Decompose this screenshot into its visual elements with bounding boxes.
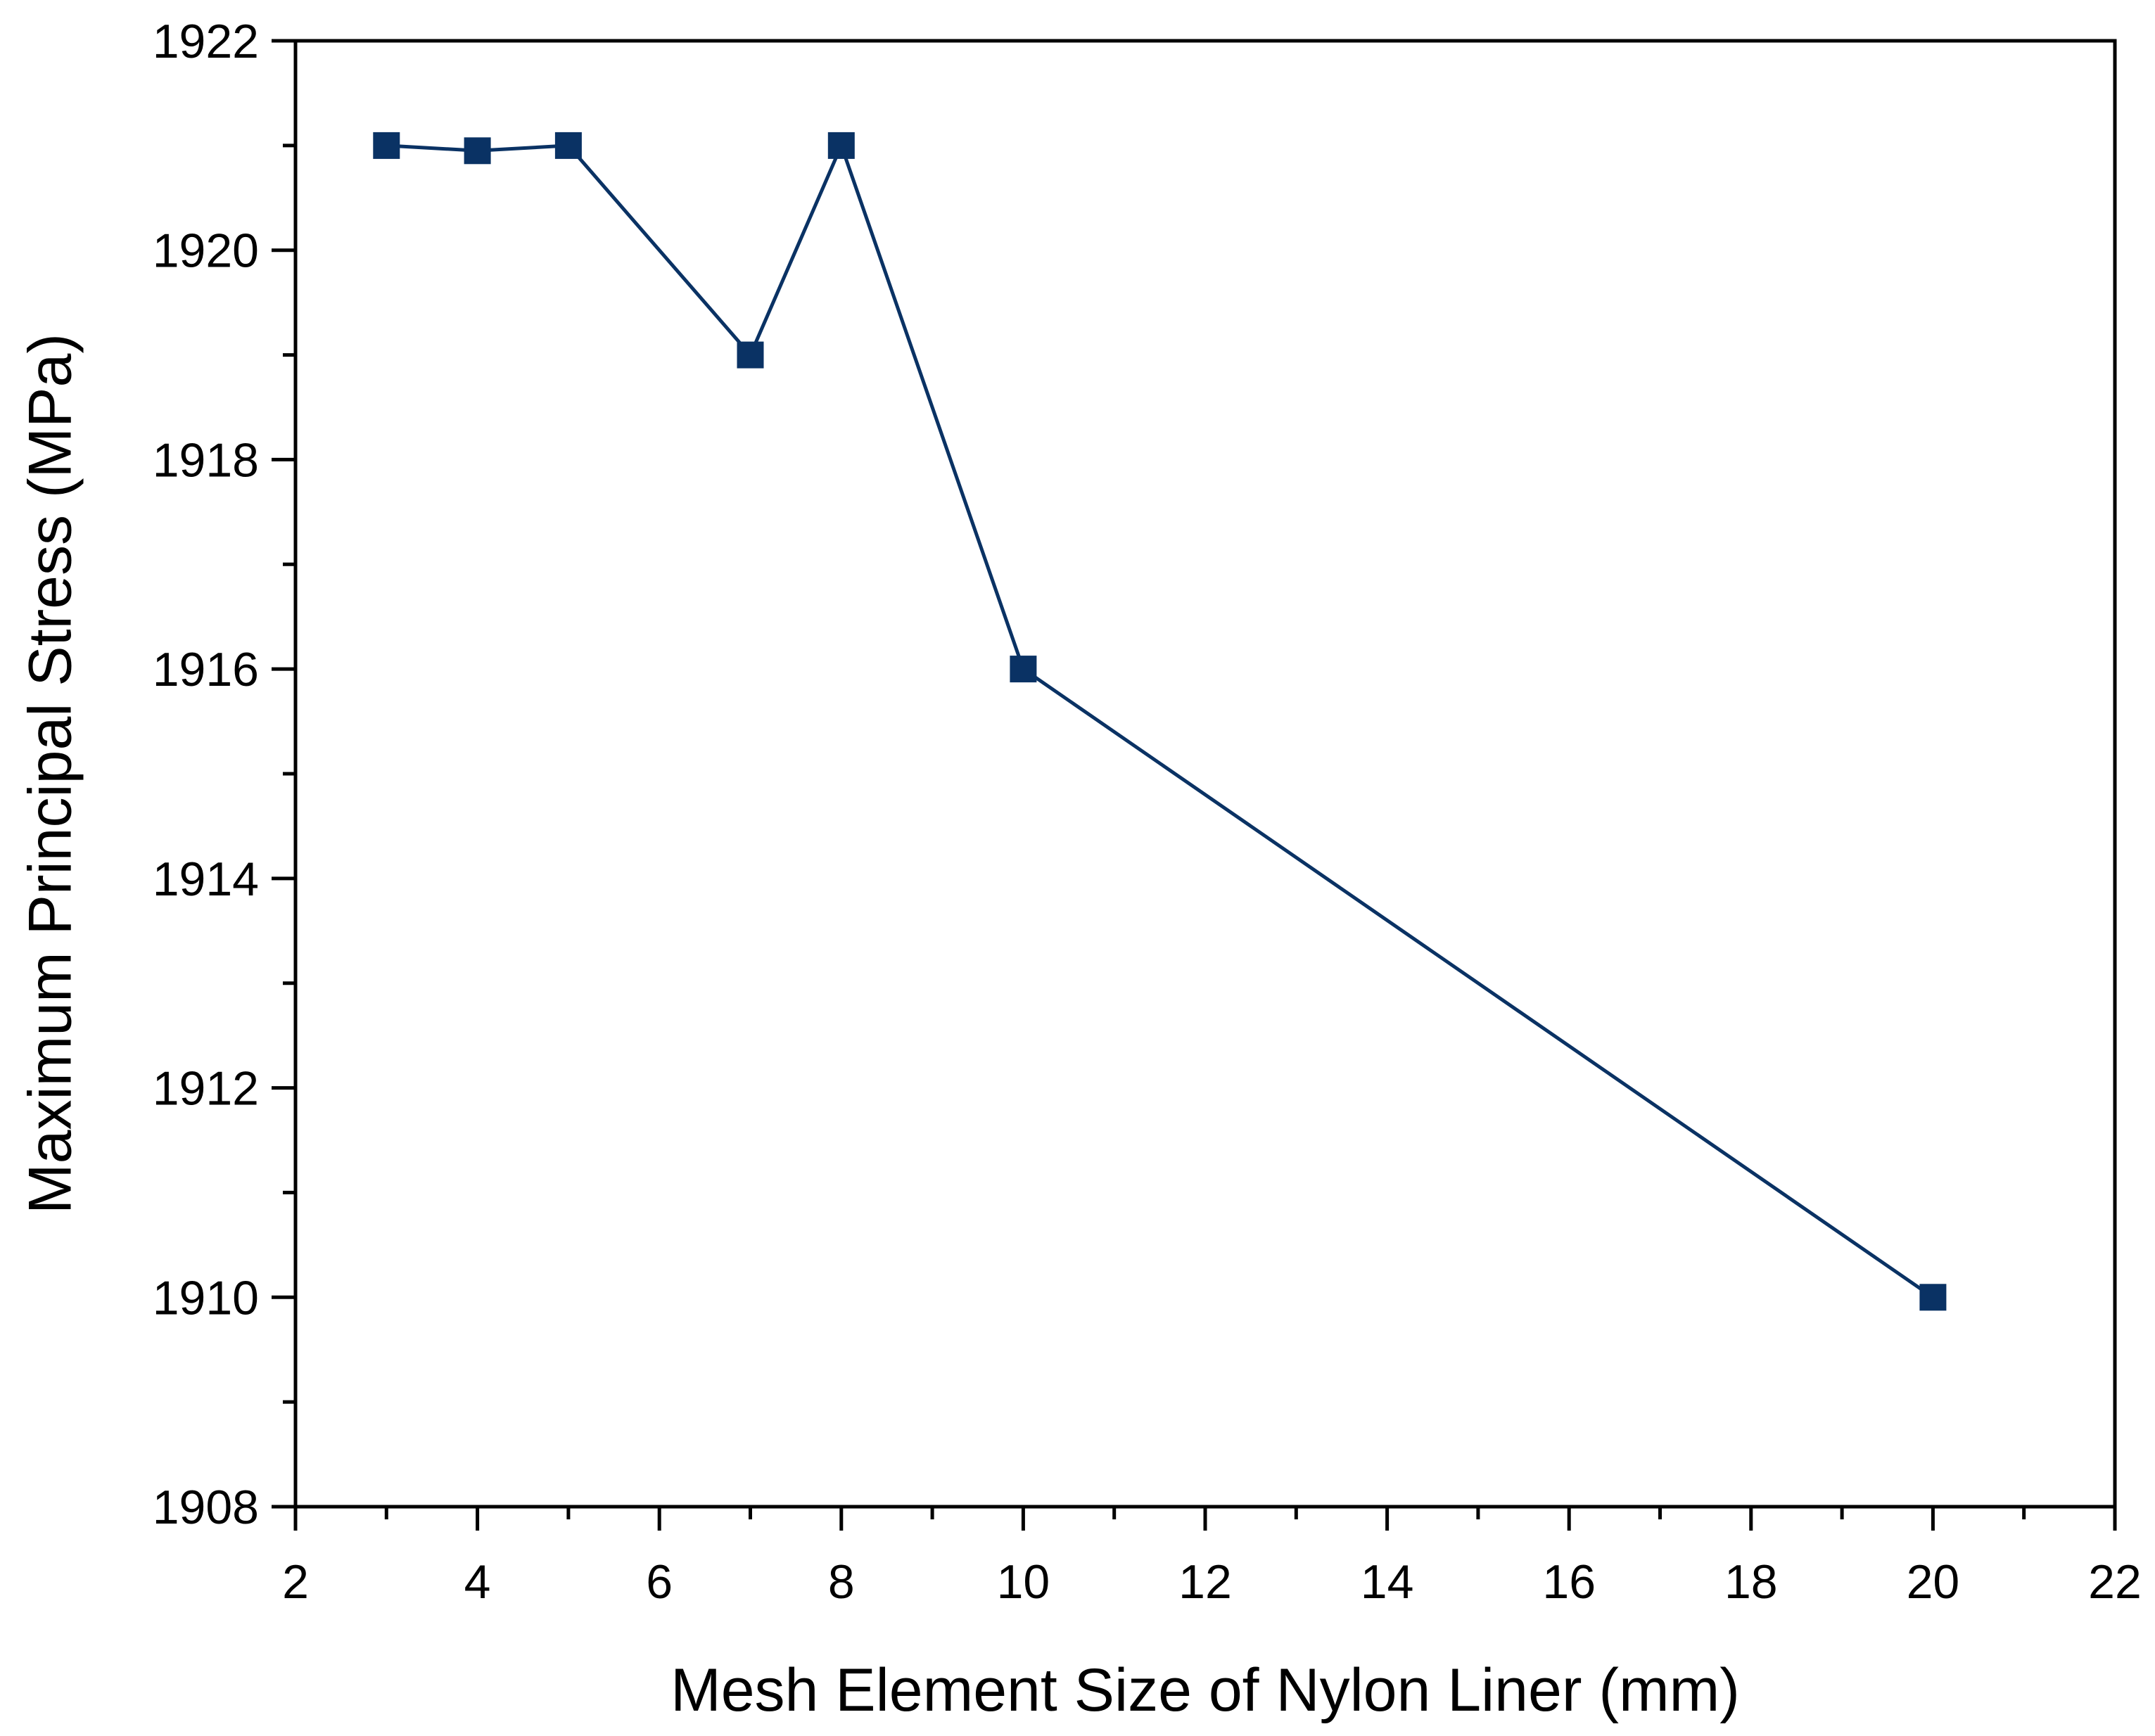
x-tick-label: 14	[1361, 1555, 1414, 1609]
y-tick-label: 1920	[153, 224, 259, 278]
data-point	[373, 132, 400, 159]
y-tick-label: 1910	[153, 1271, 259, 1325]
y-axis-title: Maximum Principal Stress (MPa)	[17, 333, 84, 1214]
y-tick-label: 1912	[153, 1062, 259, 1116]
x-tick-label: 10	[997, 1555, 1050, 1609]
x-tick-label: 8	[828, 1555, 855, 1609]
data-point	[1010, 656, 1037, 683]
y-tick-label: 1908	[153, 1481, 259, 1534]
x-tick-label: 22	[2088, 1555, 2142, 1609]
data-point	[827, 132, 855, 159]
y-tick-label: 1918	[153, 433, 259, 487]
y-tick-label: 1916	[153, 643, 259, 696]
data-point	[1919, 1284, 1947, 1311]
data-point	[554, 132, 582, 159]
x-tick-label: 6	[646, 1555, 673, 1609]
x-tick-label: 2	[282, 1555, 309, 1609]
x-tick-label: 20	[1907, 1555, 1960, 1609]
x-tick-label: 12	[1178, 1555, 1232, 1609]
data-point	[464, 137, 491, 165]
x-axis-title: Mesh Element Size of Nylon Liner (mm)	[670, 1657, 1740, 1724]
data-point	[737, 341, 764, 369]
tick-labels: 2 4 6 8 10 12 14 16 18 20 22 1908 1910 1912 1914 1916 19…	[153, 15, 2142, 1609]
axes	[272, 39, 2117, 1531]
x-tick-label: 4	[464, 1555, 491, 1609]
y-tick-label: 1922	[153, 15, 259, 68]
x-tick-label: 16	[1542, 1555, 1596, 1609]
plot-area	[373, 132, 1947, 1311]
y-tick-label: 1914	[153, 853, 259, 906]
x-tick-label: 18	[1724, 1555, 1778, 1609]
